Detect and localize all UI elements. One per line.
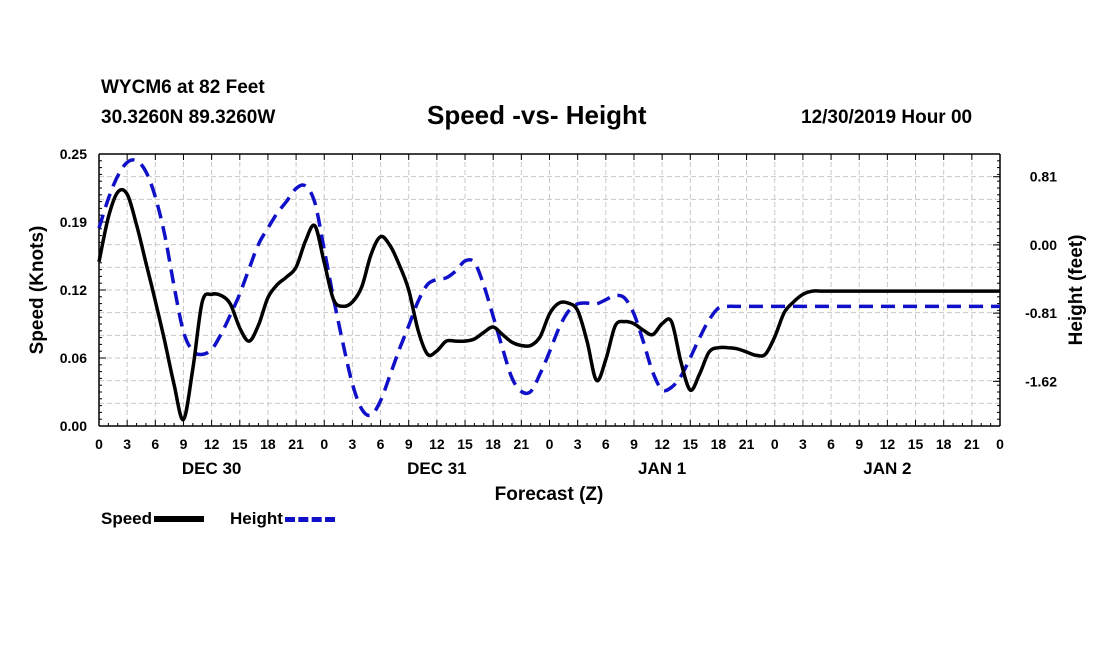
chart-title: Speed -vs- Height	[427, 100, 647, 130]
x-tick-label: 6	[377, 436, 385, 452]
y-left-tick-label: 0.19	[60, 214, 87, 230]
x-tick-label: 21	[288, 436, 304, 452]
station-label: WYCM6 at 82 Feet	[101, 77, 265, 98]
coordinates-label: 30.3260N 89.3260W	[101, 107, 276, 128]
x-tick-label: 3	[799, 436, 807, 452]
y-right-tick-label: 0.00	[1030, 237, 1057, 253]
y-right-tick-label: -0.81	[1025, 305, 1057, 321]
series-line-height	[97, 158, 1000, 418]
legend-height: Height	[230, 509, 335, 529]
x-tick-label: 6	[827, 436, 835, 452]
legend-speed-label: Speed	[101, 509, 153, 528]
x-tick-label: 3	[349, 436, 357, 452]
y-left-tick-label: 0.25	[60, 146, 87, 162]
x-tick-label: 6	[602, 436, 610, 452]
x-tick-label: 0	[996, 436, 1004, 452]
x-tick-label: 18	[711, 436, 727, 452]
x-tick-label: 12	[429, 436, 445, 452]
x-tick-label: 12	[880, 436, 896, 452]
x-tick-label: 6	[151, 436, 159, 452]
y-left-tick-label: 0.06	[60, 350, 87, 366]
x-tick-label: 15	[457, 436, 473, 452]
legend-speed: Speed	[101, 509, 205, 529]
y-left-tick-label: 0.12	[60, 282, 87, 298]
legend-speed-swatch	[154, 516, 205, 522]
x-tick-label: 0	[771, 436, 779, 452]
x-tick-label: 3	[574, 436, 582, 452]
x-tick-label: 18	[260, 436, 276, 452]
series-line-speed	[97, 187, 1000, 422]
day-label: JAN 2	[863, 459, 911, 478]
day-label: DEC 30	[182, 459, 242, 478]
x-tick-label: 9	[630, 436, 638, 452]
y-right-tick-label: 0.81	[1030, 169, 1057, 185]
forecast-date-label: 12/30/2019 Hour 00	[801, 107, 973, 128]
x-tick-label: 15	[682, 436, 698, 452]
day-label: JAN 1	[638, 459, 686, 478]
x-tick-label: 18	[936, 436, 952, 452]
day-label: DEC 31	[407, 459, 467, 478]
y-left-axis-title: Speed (Knots)	[27, 226, 48, 355]
x-tick-label: 12	[654, 436, 670, 452]
x-tick-label: 0	[95, 436, 103, 452]
x-tick-label: 9	[405, 436, 413, 452]
x-tick-label: 18	[485, 436, 501, 452]
x-tick-label: 9	[180, 436, 188, 452]
x-tick-label: 12	[204, 436, 220, 452]
x-axis-title: Forecast (Z)	[495, 484, 604, 505]
x-tick-label: 9	[855, 436, 863, 452]
x-tick-label: 21	[514, 436, 530, 452]
y-right-tick-label: -1.62	[1025, 373, 1057, 389]
legend-height-swatch	[284, 516, 335, 522]
x-tick-label: 21	[739, 436, 755, 452]
x-tick-label: 15	[908, 436, 924, 452]
legend-height-label: Height	[230, 509, 283, 528]
x-tick-label: 21	[964, 436, 980, 452]
x-tick-label: 0	[546, 436, 554, 452]
x-tick-label: 3	[123, 436, 131, 452]
x-tick-label: 15	[232, 436, 248, 452]
y-left-tick-label: 0.00	[60, 418, 87, 434]
y-right-axis-title: Height (feet)	[1066, 235, 1087, 346]
x-tick-label: 0	[320, 436, 328, 452]
